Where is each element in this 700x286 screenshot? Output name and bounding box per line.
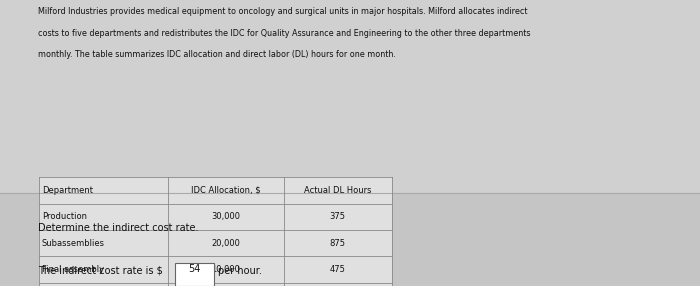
Text: Production: Production [42, 212, 87, 221]
Text: IDC Allocation, $: IDC Allocation, $ [191, 186, 260, 195]
Text: The indirect cost rate is $: The indirect cost rate is $ [38, 266, 163, 276]
Text: 10,000: 10,000 [211, 265, 240, 274]
Text: monthly. The table summarizes IDC allocation and direct labor (DL) hours for one: monthly. The table summarizes IDC alloca… [38, 50, 396, 59]
Text: 20,000: 20,000 [211, 239, 240, 248]
Bar [0, 193, 700, 286]
Text: per hour.: per hour. [218, 266, 262, 276]
Text: 375: 375 [330, 212, 346, 221]
Text: 475: 475 [330, 265, 346, 274]
Bar [38, 177, 392, 286]
Text: Department: Department [42, 186, 93, 195]
Text: Final assembly: Final assembly [42, 265, 104, 274]
Text: 875: 875 [330, 239, 346, 248]
Text: 30,000: 30,000 [211, 212, 240, 221]
Text: Subassemblies: Subassemblies [42, 239, 105, 248]
Text: costs to five departments and redistributes the IDC for Quality Assurance and En: costs to five departments and redistribu… [38, 29, 531, 37]
Text: 54: 54 [188, 264, 200, 274]
Text: Actual DL Hours: Actual DL Hours [304, 186, 372, 195]
Text: Determine the indirect cost rate.: Determine the indirect cost rate. [38, 223, 199, 233]
Bar [0, 0, 700, 193]
Bar [175, 263, 214, 286]
Text: Milford Industries provides medical equipment to oncology and surgical units in : Milford Industries provides medical equi… [38, 7, 528, 16]
